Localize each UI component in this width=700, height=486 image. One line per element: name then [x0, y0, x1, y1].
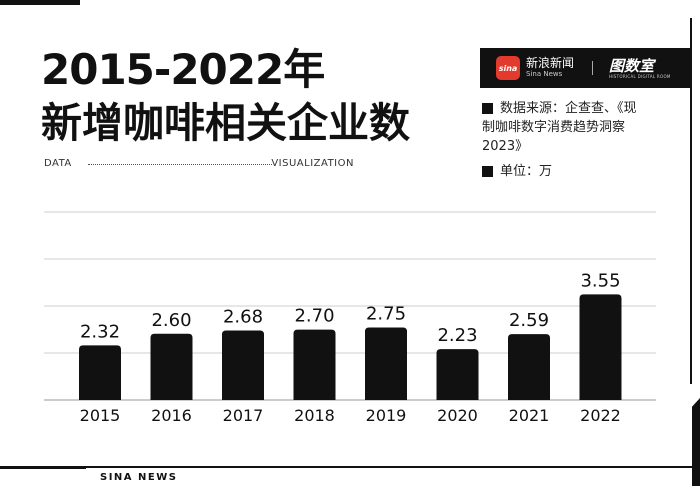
value-label-2021: 2.59 — [509, 310, 549, 331]
value-label-2019: 2.75 — [366, 304, 406, 325]
title-rest: 咖啡相关企业数 — [123, 99, 410, 147]
x-tick-label-2017: 2017 — [223, 406, 264, 425]
value-label-2018: 2.70 — [294, 306, 334, 327]
bar-2022 — [579, 294, 622, 400]
frame-border-bottom — [0, 466, 692, 468]
tagline-dotted-line — [88, 164, 272, 165]
value-label-2022: 3.55 — [580, 270, 620, 291]
corner-accent-top-left — [0, 0, 80, 5]
tagline-left: DATA — [44, 158, 72, 169]
bar-2020 — [436, 349, 479, 400]
x-tick-label-2019: 2019 — [366, 406, 407, 425]
chart-title-line2: 新增咖啡相关企业数 — [39, 99, 410, 147]
chart-title-line1: 2015-2022年 — [41, 45, 325, 94]
x-tick-label-2022: 2022 — [580, 406, 621, 425]
source-line2: 制咖啡数字消费趋势洞察 — [482, 120, 626, 135]
partner-name-cn: 图数室 — [609, 56, 655, 75]
brand-name-cn: 新浪新闻 — [526, 56, 575, 70]
square-bullet-icon — [482, 103, 493, 114]
sina-logo-icon: sina — [496, 56, 520, 80]
unit-text: 单位：万 — [500, 164, 553, 179]
source-line1: 数据来源：企查查、《现 — [500, 101, 637, 116]
bar-2021 — [508, 334, 550, 400]
x-tick-label-2021: 2021 — [509, 406, 550, 425]
brand-divider — [592, 61, 594, 75]
x-tick-label-2020: 2020 — [437, 406, 478, 425]
source-line3: 2023》 — [482, 139, 529, 154]
footer-label: SINA NEWS — [100, 472, 178, 483]
bar-2018 — [293, 329, 336, 400]
frame-corner-bottom-right — [692, 398, 700, 486]
brand-name-en: Sina News — [526, 70, 563, 78]
brand-bar: sina 新浪新闻 Sina News 图数室 HISTORICAL DIGIT… — [480, 48, 692, 88]
title-highlight: 新增 — [39, 99, 125, 147]
frame-border-right — [690, 18, 692, 384]
source-note: 数据来源：企查查、《现 制咖啡数字消费趋势洞察 2023》 — [482, 99, 672, 156]
x-tick-label-2015: 2015 — [80, 406, 121, 425]
value-label-2020: 2.23 — [437, 325, 477, 346]
data-visualization-tagline: DATA VISUALIZATION — [44, 156, 354, 172]
footer-rule — [0, 468, 86, 469]
bar-2019 — [365, 327, 407, 400]
bar-2016 — [150, 333, 193, 400]
value-label-2016: 2.60 — [151, 310, 191, 331]
x-tick-label-2018: 2018 — [294, 406, 335, 425]
partner-logo: 图数室 HISTORICAL DIGITAL ROOM — [609, 58, 671, 79]
unit-note: 单位：万 — [482, 162, 672, 181]
value-label-2017: 2.68 — [223, 306, 263, 327]
bar-2015 — [79, 345, 121, 400]
square-bullet-icon — [482, 166, 493, 177]
bar-2017 — [222, 330, 264, 400]
tagline-right: VISUALIZATION — [271, 158, 354, 169]
x-tick-label-2016: 2016 — [151, 406, 192, 425]
partner-name-en: HISTORICAL DIGITAL ROOM — [609, 73, 671, 79]
brand-name: 新浪新闻 Sina News — [526, 57, 574, 79]
value-label-2015: 2.32 — [80, 321, 120, 342]
